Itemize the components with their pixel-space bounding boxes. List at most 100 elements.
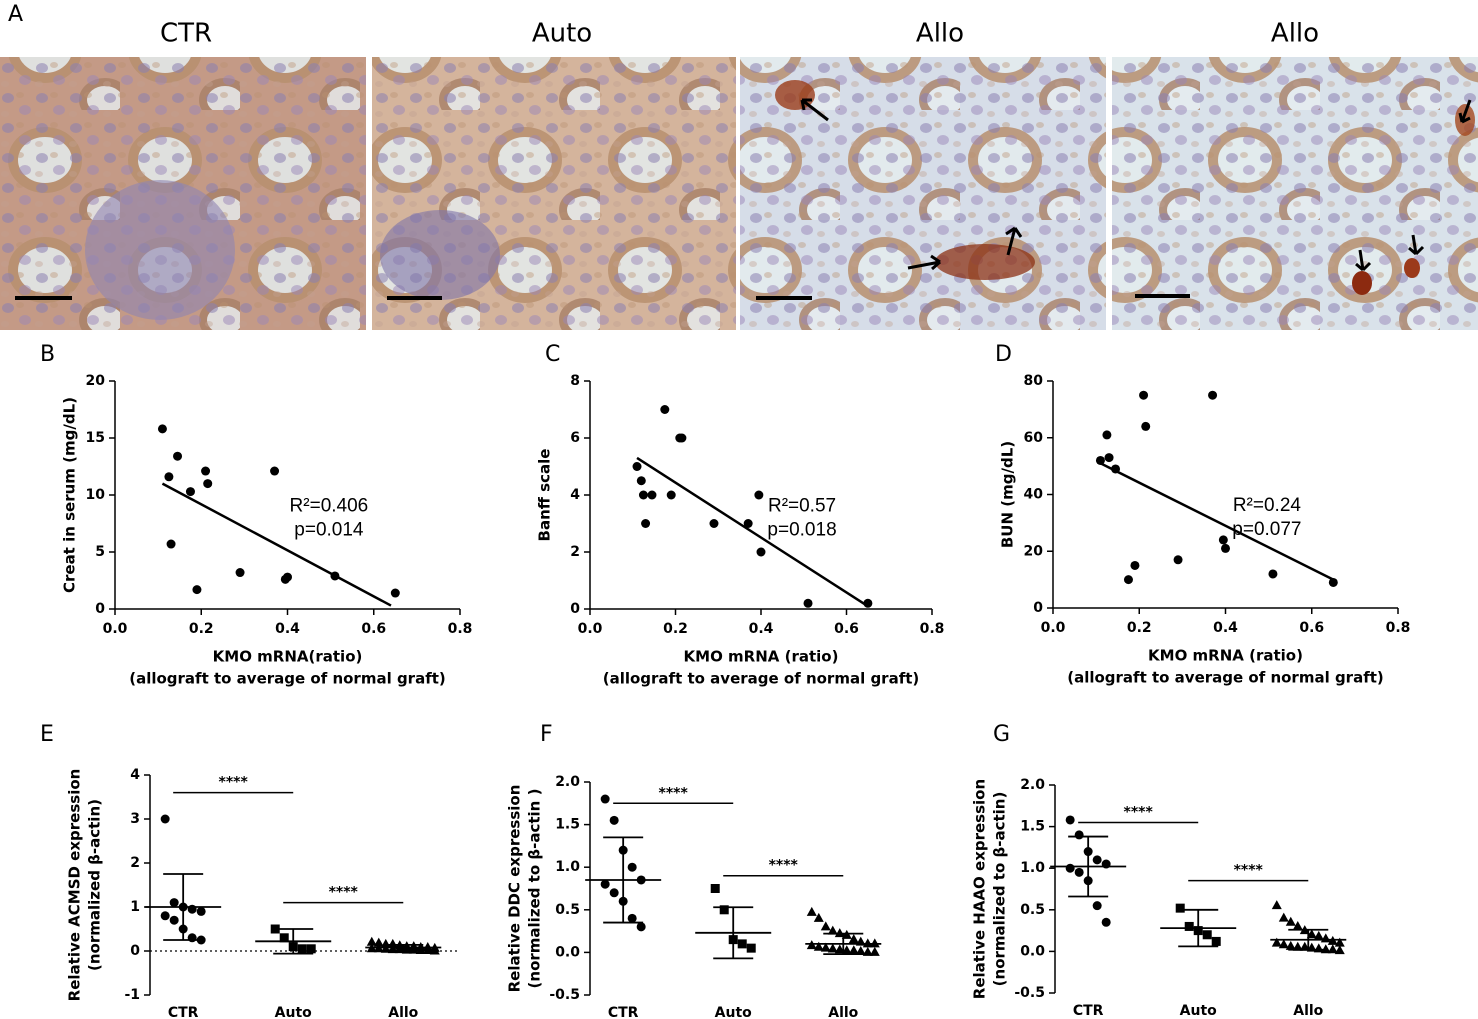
panel-label: A <box>8 2 23 27</box>
point <box>627 913 637 923</box>
point <box>270 466 280 476</box>
point <box>636 476 646 486</box>
x-tick-label: 0.4 <box>749 621 774 637</box>
point <box>1074 830 1084 840</box>
point <box>157 424 167 434</box>
point <box>743 519 753 528</box>
point <box>1285 916 1296 926</box>
x-tick-label: 0.0 <box>578 621 603 637</box>
point <box>756 547 766 557</box>
y-tick-label: 4 <box>570 487 580 503</box>
significance-label: **** <box>1234 863 1264 879</box>
point <box>746 943 756 953</box>
x-axis-label: KMO mRNA (ratio) <box>684 648 839 666</box>
point <box>600 794 610 804</box>
y-tick-label: -1 <box>124 987 140 1003</box>
point <box>813 912 824 922</box>
fit-line <box>1099 462 1334 581</box>
y-tick-label: 2.0 <box>1020 777 1045 793</box>
y-tick-label: 2 <box>570 544 580 560</box>
micrograph-1 <box>0 57 366 330</box>
y-tick-label: 0 <box>95 601 105 617</box>
point <box>366 936 377 946</box>
x-tick-label: Auto <box>275 1005 312 1019</box>
x-tick-label: Auto <box>715 1005 752 1019</box>
error-bar <box>1178 908 1219 948</box>
panel-label: C <box>545 342 560 367</box>
point <box>647 490 657 500</box>
annotation: p=0.077 <box>1232 519 1301 540</box>
error-bar <box>713 906 754 960</box>
x-axis-label: KMO mRNA (ratio) <box>1148 647 1303 665</box>
y-tick-label: 10 <box>86 487 106 503</box>
point <box>187 904 197 914</box>
point <box>1065 815 1075 825</box>
point <box>160 814 170 824</box>
x-tick-label: CTR <box>608 1005 639 1019</box>
point <box>641 519 651 528</box>
y-tick-label: 1.0 <box>1020 860 1045 876</box>
point <box>1292 920 1303 930</box>
x-tick-label: CTR <box>168 1005 199 1019</box>
image-label: Allo <box>916 19 964 49</box>
x-axis-label: (allograft to average of normal graft) <box>603 670 920 688</box>
point <box>192 585 202 595</box>
point <box>677 433 687 443</box>
y-tick-label: 0.5 <box>555 902 580 918</box>
y-tick-label: 0.0 <box>555 944 580 960</box>
point <box>1306 929 1317 939</box>
point <box>1218 535 1228 545</box>
y-axis-label: (normalized to β-actin) <box>991 792 1009 987</box>
y-axis-label: Relative ACMSD expression <box>66 769 84 1002</box>
point <box>1271 900 1282 910</box>
point <box>306 944 316 954</box>
x-tick-label: 0.6 <box>834 621 859 637</box>
panel-label: D <box>995 342 1012 367</box>
point <box>754 490 764 500</box>
point <box>1173 555 1183 565</box>
point <box>279 933 289 943</box>
point <box>187 933 197 943</box>
point <box>719 905 729 915</box>
x-tick-label: 0.0 <box>103 621 128 637</box>
point <box>638 490 648 500</box>
y-tick-label: 8 <box>570 373 580 389</box>
point <box>196 906 206 916</box>
y-tick-label: 0 <box>130 943 140 959</box>
point <box>1271 937 1282 947</box>
point <box>1139 390 1149 400</box>
point <box>609 888 619 898</box>
point <box>422 945 433 955</box>
error-bar <box>823 932 864 956</box>
point <box>408 944 419 954</box>
point <box>1074 867 1084 877</box>
point <box>201 466 211 476</box>
x-axis-label: (allograft to average of normal graft) <box>1067 669 1384 687</box>
point <box>1328 577 1338 587</box>
point <box>841 945 852 955</box>
point <box>709 519 719 528</box>
point <box>848 934 859 944</box>
y-tick-label: 60 <box>1024 430 1044 446</box>
point <box>373 937 384 947</box>
y-tick-label: 1.5 <box>555 817 580 833</box>
point <box>401 944 412 954</box>
error-bar <box>1288 928 1329 951</box>
point <box>1095 455 1105 465</box>
point <box>1141 421 1151 431</box>
point <box>169 898 179 908</box>
panel-label: B <box>40 342 55 367</box>
point <box>834 928 845 938</box>
y-axis-label: Creat in serum (mg/dL) <box>61 397 79 593</box>
point <box>1299 941 1310 951</box>
significance-label: **** <box>219 775 249 791</box>
panel-label: F <box>540 722 553 747</box>
error-bar <box>383 943 424 952</box>
significance-label: **** <box>329 885 359 901</box>
point <box>710 884 720 893</box>
x-tick-label: 0.8 <box>448 621 473 637</box>
x-tick-label: Allo <box>1293 1003 1323 1019</box>
annotation: p=0.014 <box>294 519 364 540</box>
x-tick-label: Allo <box>388 1005 418 1019</box>
